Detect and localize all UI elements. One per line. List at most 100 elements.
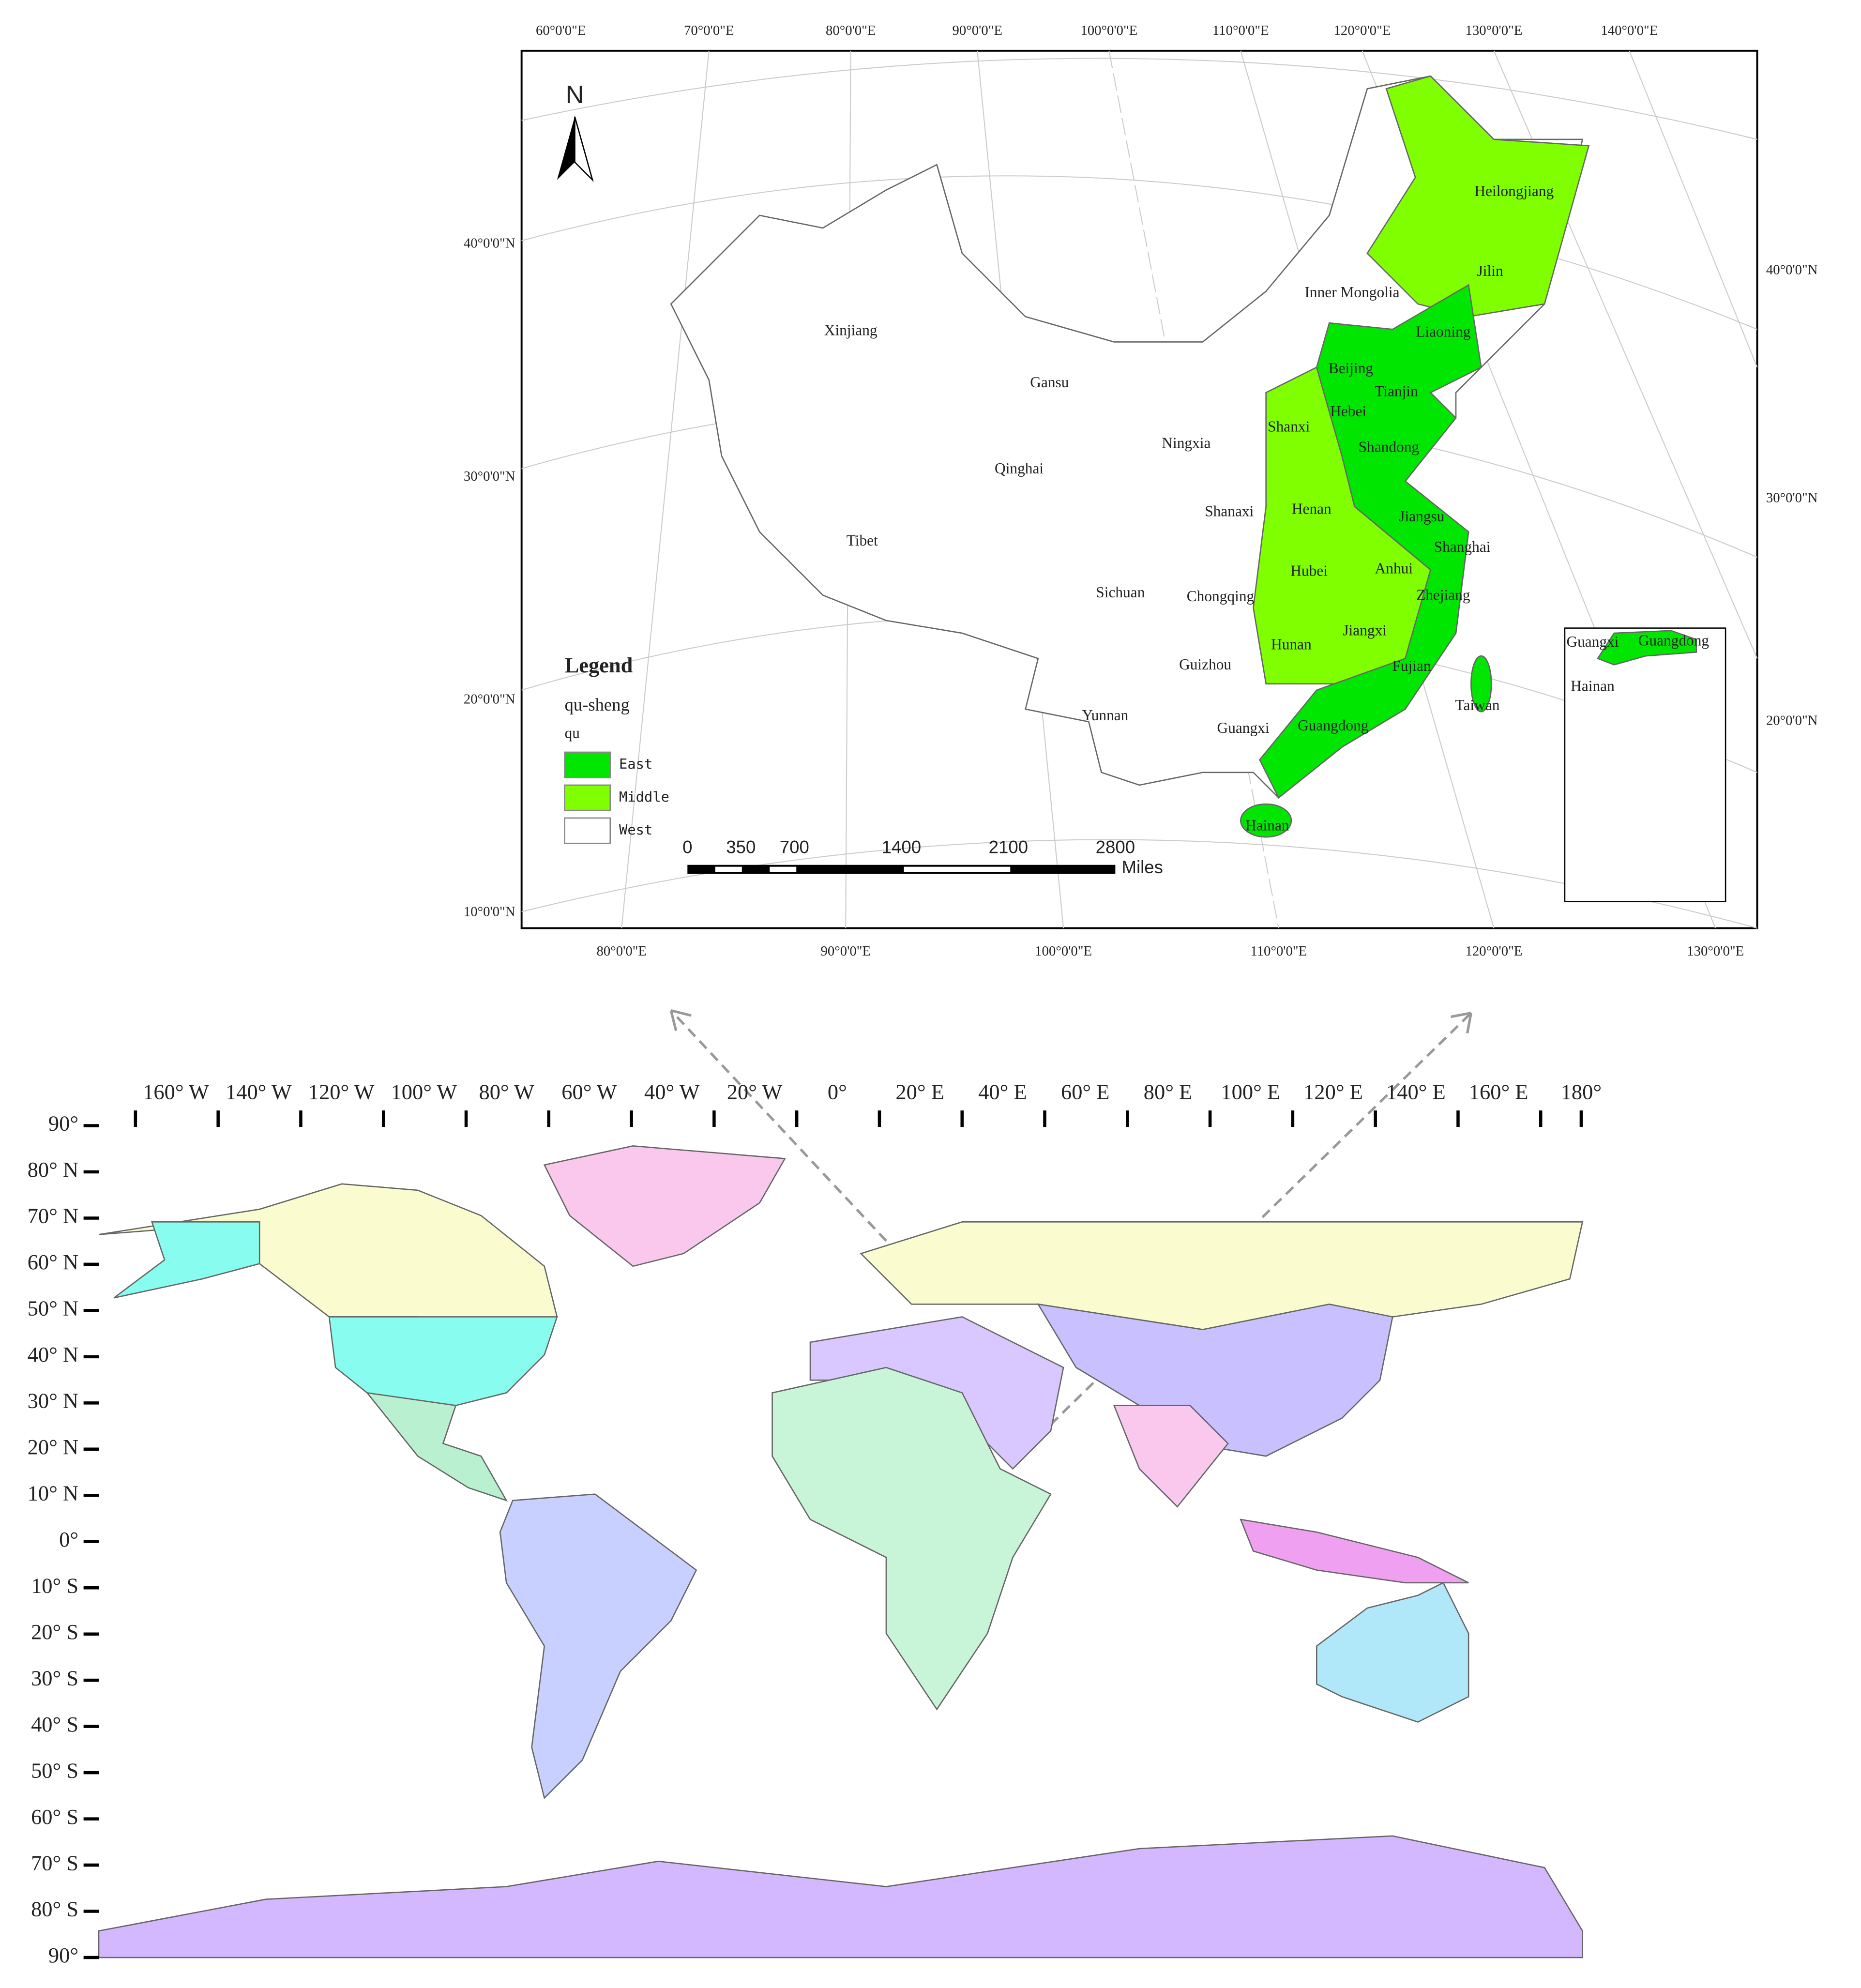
scale-bar <box>687 865 1116 874</box>
world-lon-label: 160° E <box>1469 1079 1528 1104</box>
province-label: Guangdong <box>1298 717 1369 734</box>
world-lon-label: 140° W <box>226 1079 292 1104</box>
world-lon-label: 20° E <box>895 1079 944 1104</box>
legend-layer: qu-sheng <box>565 695 630 714</box>
world-lat-label: 60° N <box>28 1250 78 1274</box>
legend-label: West <box>619 821 652 838</box>
world-land <box>98 1145 1584 1958</box>
lon-label: 70°0'0"E <box>684 23 734 38</box>
province-label: Jilin <box>1477 262 1503 279</box>
world-lon-label: 40° E <box>978 1079 1027 1104</box>
scale-label: 2100 <box>989 837 1028 857</box>
world-lat-label: 0° <box>59 1527 78 1551</box>
lon-label: 80°0'0"E <box>826 23 876 38</box>
inset-coast <box>1596 630 1697 666</box>
province-label: Inner Mongolia <box>1304 284 1399 301</box>
world-lon-label: 100° W <box>391 1079 457 1104</box>
world-lon-label: 60° E <box>1061 1079 1110 1104</box>
world-lon-label: 40° W <box>644 1079 700 1104</box>
province-label: Beijing <box>1329 360 1374 377</box>
lon-label: 130°0'0"E <box>1466 23 1523 38</box>
lon-label: 110°0'0"E <box>1250 943 1307 959</box>
lat-label: 10°0'0"N <box>464 904 515 920</box>
province-label: Fujian <box>1392 657 1431 674</box>
legend-label: East <box>619 756 652 772</box>
world-lat-label: 50° N <box>28 1296 78 1320</box>
province-label: Sichuan <box>1096 584 1145 601</box>
legend-swatch <box>564 784 611 811</box>
world-lat-label: 70° N <box>28 1204 78 1228</box>
world-lat-label: 90° <box>48 1111 78 1136</box>
legend-swatch <box>564 751 611 778</box>
province-label: Guizhou <box>1179 656 1231 673</box>
scale-unit: Miles <box>1121 857 1163 877</box>
world-lat-label: 30° S <box>31 1666 78 1690</box>
inset-frame <box>1564 627 1726 902</box>
province-label: Xinjiang <box>824 322 878 339</box>
province-label: Zhejiang <box>1416 586 1470 603</box>
region-east <box>1240 803 1292 838</box>
lon-label: 100°0'0"E <box>1080 23 1137 38</box>
province-label: Tibet <box>847 532 878 549</box>
scale-label: 700 <box>780 837 809 857</box>
province-label: Shanaxi <box>1205 503 1254 520</box>
province-label: Shanxi <box>1268 418 1310 435</box>
province-label: Hunan <box>1271 636 1312 653</box>
lat-label: 40°0'0"N <box>1766 262 1818 278</box>
inset-label: Hainan <box>1571 678 1615 695</box>
world-lon-label: 60° W <box>561 1079 617 1104</box>
lon-label: 120°0'0"E <box>1466 943 1523 959</box>
lon-label: 90°0'0"E <box>953 23 1003 38</box>
world-lat-label: 30° N <box>28 1389 78 1413</box>
lat-label: 20°0'0"N <box>464 691 515 707</box>
world-lat-label: 40° N <box>28 1342 78 1366</box>
lat-label: 20°0'0"N <box>1766 713 1818 728</box>
lat-label: 40°0'0"N <box>464 236 515 251</box>
world-lon-label: 160° W <box>143 1079 209 1104</box>
lon-label: 60°0'0"E <box>536 23 586 38</box>
province-label: Jiangxi <box>1343 622 1387 639</box>
scale-label: 350 <box>726 837 756 857</box>
lat-label: 30°0'0"N <box>1766 490 1818 505</box>
world-lon-label: 140° E <box>1386 1079 1446 1104</box>
province-label: Gansu <box>1030 374 1069 391</box>
province-label: Shandong <box>1359 438 1420 455</box>
province-label: Hebei <box>1330 403 1366 420</box>
world-lon-label: 80° W <box>479 1079 534 1104</box>
province-label: Ningxia <box>1162 435 1210 452</box>
world-lat-label: 60° S <box>31 1805 78 1829</box>
world-lat-label: 10° S <box>31 1573 78 1597</box>
north-label: N <box>566 81 584 109</box>
lat-label: 30°0'0"N <box>464 469 515 484</box>
province-label: Henan <box>1292 501 1331 517</box>
world-lat-label: 40° S <box>31 1712 78 1736</box>
lon-label: 130°0'0"E <box>1687 943 1744 959</box>
province-label: Jiangsu <box>1399 508 1444 525</box>
province-label: Chongqing <box>1187 588 1255 605</box>
world-lat-label: 50° S <box>31 1758 78 1782</box>
north-arrow <box>557 116 594 182</box>
world-lat-label: 20° S <box>31 1620 78 1644</box>
region-east <box>1470 655 1492 713</box>
lon-label: 110°0'0"E <box>1212 23 1269 38</box>
lon-label: 80°0'0"E <box>597 943 647 959</box>
lon-label: 140°0'0"E <box>1601 23 1658 38</box>
world-lon-label: 20° W <box>727 1079 783 1104</box>
world-lon-label: 120° W <box>308 1079 375 1104</box>
province-label: Guangxi <box>1217 719 1270 736</box>
province-label: Hubei <box>1290 562 1328 579</box>
lon-label: 100°0'0"E <box>1035 943 1092 959</box>
world-lat-label: 10° N <box>28 1481 78 1505</box>
legend-swatch <box>564 817 611 844</box>
scale-label: 1400 <box>882 837 921 857</box>
world-lon-label: 80° E <box>1144 1079 1192 1104</box>
province-label: Liaoning <box>1416 323 1471 340</box>
province-label: Yunnan <box>1082 707 1129 724</box>
province-label: Anhui <box>1375 560 1413 577</box>
connector-arrows <box>669 1009 1472 1426</box>
legend-field: qu <box>565 724 580 741</box>
world-lon-label: 0° <box>828 1079 847 1104</box>
world-lat-label: 20° N <box>28 1435 78 1459</box>
